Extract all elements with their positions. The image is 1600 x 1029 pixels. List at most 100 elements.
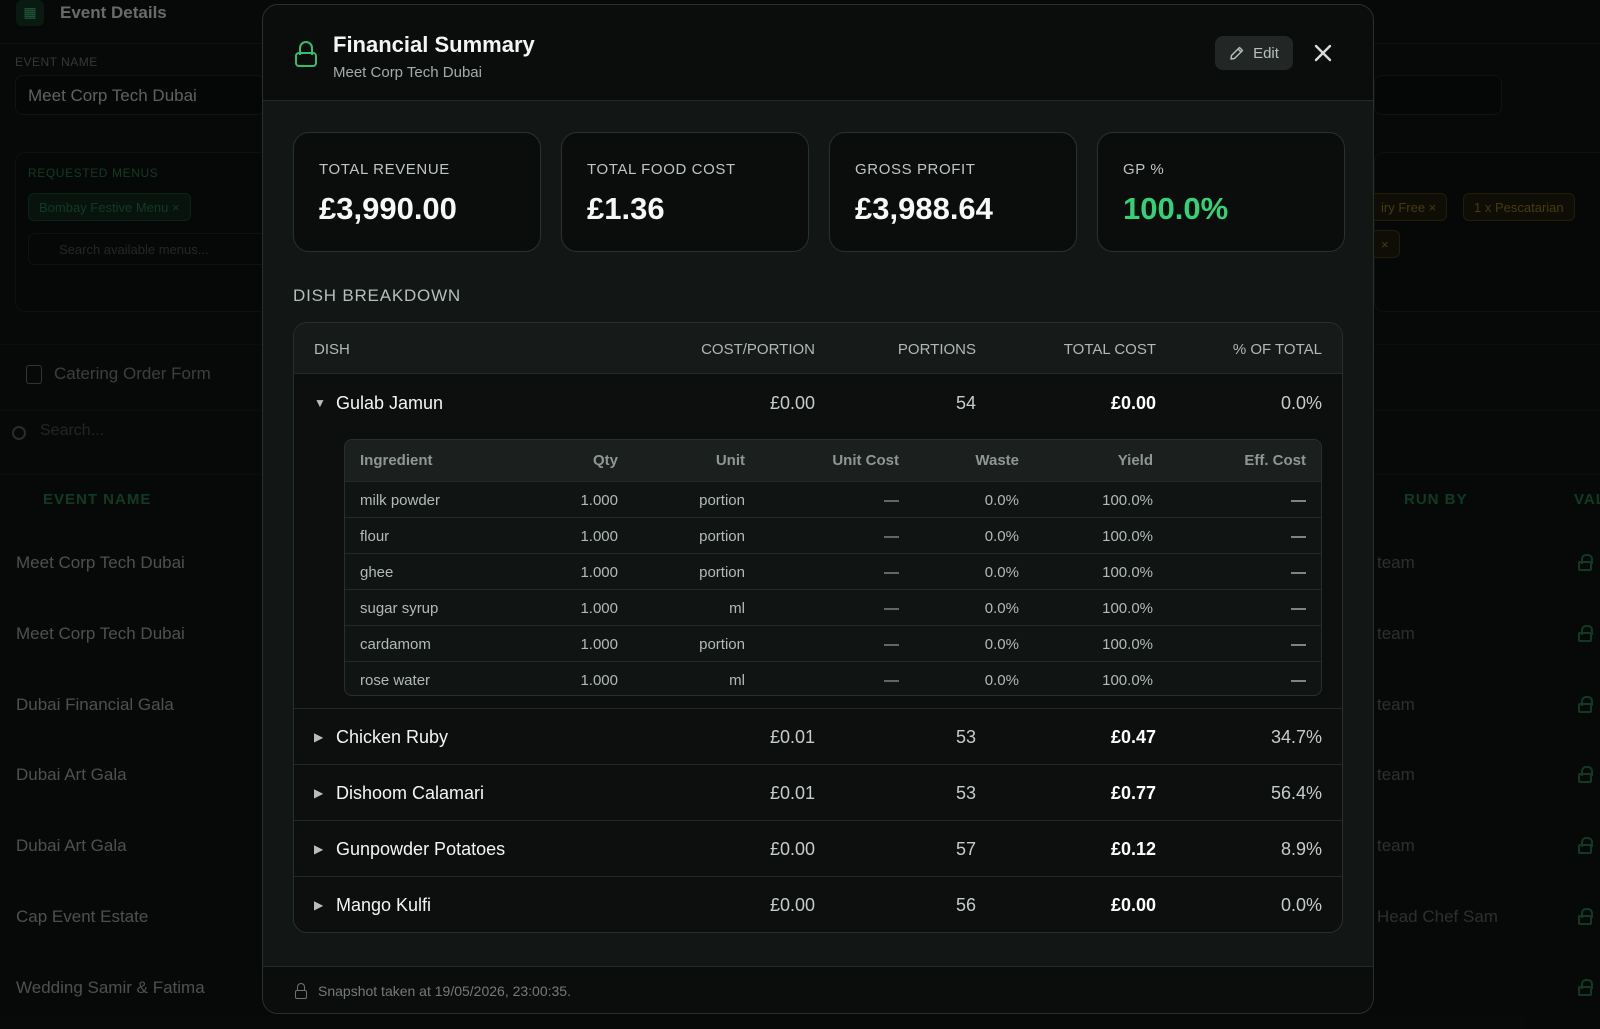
kpi-total-food-cost: TOTAL FOOD COST £1.36 xyxy=(561,132,809,252)
bg-dietary-chip-2[interactable]: 1 x Pescatarian xyxy=(1463,193,1575,221)
bg-right-input[interactable] xyxy=(1374,75,1502,115)
bg-search-input[interactable]: Search... xyxy=(40,422,105,439)
bg-row-event[interactable]: Wedding Samir & Fatima xyxy=(16,978,205,997)
bg-row-event[interactable]: Dubai Art Gala xyxy=(16,765,127,784)
bg-dietary-chip-2-label: x Pescatarian xyxy=(1484,200,1564,215)
col-unit: Unit xyxy=(715,452,745,469)
bg-row-event[interactable]: Meet Corp Tech Dubai xyxy=(16,624,185,643)
ingredient-yield: 100.0% xyxy=(1102,528,1153,545)
ingredient-qty: 1.000 xyxy=(580,672,618,689)
caret-down-icon[interactable]: ▼ xyxy=(314,396,326,410)
dish-breakdown-table: DISH COST/PORTION PORTIONS TOTAL COST % … xyxy=(293,322,1343,933)
section-title: DISH BREAKDOWN xyxy=(293,286,461,305)
ingredient-name: ghee xyxy=(360,564,394,581)
dish-row[interactable]: ▶ Chicken Ruby £0.01 53 £0.47 34.7% xyxy=(294,708,1342,764)
ingredient-unit: ml xyxy=(729,600,745,617)
ingredient-yield: 100.0% xyxy=(1102,636,1153,653)
dish-row[interactable]: ▶ Mango Kulfi £0.00 56 £0.00 0.0% xyxy=(294,876,1342,932)
dish-cost-portion: £0.00 xyxy=(769,839,815,859)
bg-row-run-by: team xyxy=(1377,836,1415,855)
lock-icon[interactable] xyxy=(1578,766,1593,783)
lock-icon[interactable] xyxy=(1578,696,1593,713)
dish-pct: 8.9% xyxy=(1280,839,1322,859)
modal-body: TOTAL REVENUE £3,990.00 TOTAL FOOD COST … xyxy=(263,102,1373,966)
dish-portions: 56 xyxy=(955,895,976,915)
caret-right-icon[interactable]: ▶ xyxy=(314,898,324,912)
ingredient-yield: 100.0% xyxy=(1102,600,1153,617)
dish-total-cost: £0.77 xyxy=(1110,783,1156,803)
col-ingredient: Ingredient xyxy=(360,452,433,469)
bg-menu-chip[interactable]: Bombay Festive Menu × xyxy=(28,193,191,221)
bg-dietary-chip-2-count: 1 xyxy=(1474,200,1482,215)
dish-row[interactable]: ▶ Gunpowder Potatoes £0.00 57 £0.12 8.9% xyxy=(294,820,1342,876)
close-icon[interactable] xyxy=(1309,39,1337,67)
ingredient-qty: 1.000 xyxy=(580,564,618,581)
ingredient-yield: 100.0% xyxy=(1102,672,1153,689)
bg-row-event[interactable]: Dubai Art Gala xyxy=(16,836,127,855)
ingredient-yield: 100.0% xyxy=(1102,564,1153,581)
edit-button[interactable]: Edit xyxy=(1215,36,1293,70)
ingredient-waste: 0.0% xyxy=(984,600,1019,617)
col-total-cost: TOTAL COST xyxy=(1063,341,1156,358)
ingredient-qty: 1.000 xyxy=(580,600,618,617)
bg-event-name-input[interactable]: Meet Corp Tech Dubai xyxy=(15,75,265,115)
lock-icon[interactable] xyxy=(1578,979,1593,996)
bg-requested-menus-label: REQUESTED MENUS xyxy=(28,166,159,180)
caret-right-icon[interactable]: ▶ xyxy=(314,730,324,744)
ingredient-unit: portion xyxy=(699,636,745,653)
bg-event-name-label: EVENT NAME xyxy=(15,55,98,69)
bg-menu-chip-label: Bombay Festive Menu xyxy=(39,200,169,215)
lock-icon[interactable] xyxy=(1578,625,1593,642)
modal-header: Financial Summary Meet Corp Tech Dubai E… xyxy=(263,5,1373,101)
ingredient-waste: 0.0% xyxy=(984,636,1019,653)
ingredient-row: flour 1.000 portion — 0.0% 100.0% — xyxy=(345,517,1321,553)
kpi-total-revenue: TOTAL REVENUE £3,990.00 xyxy=(293,132,541,252)
kpi-value: £3,988.64 xyxy=(855,191,993,226)
ingredient-row: ghee 1.000 portion — 0.0% 100.0% — xyxy=(345,553,1321,589)
lock-icon xyxy=(295,983,307,999)
bg-col-val[interactable]: VAL xyxy=(1574,491,1600,508)
dish-pct: 0.0% xyxy=(1280,895,1322,915)
ingredient-unit: portion xyxy=(699,492,745,509)
ingredient-qty: 1.000 xyxy=(580,636,618,653)
ingredient-row: sugar syrup 1.000 ml — 0.0% 100.0% — xyxy=(345,589,1321,625)
dish-portions: 53 xyxy=(955,727,976,747)
bg-row-event[interactable]: Cap Event Estate xyxy=(16,907,149,926)
dish-name: Gunpowder Potatoes xyxy=(336,839,506,859)
ingredient-waste: 0.0% xyxy=(984,492,1019,509)
dish-name: Gulab Jamun xyxy=(336,393,444,413)
kpi-value: £1.36 xyxy=(587,191,665,226)
document-icon xyxy=(26,365,42,384)
bg-row-event[interactable]: Meet Corp Tech Dubai xyxy=(16,553,185,572)
dish-pct: 0.0% xyxy=(1280,393,1322,413)
ingredient-waste: 0.0% xyxy=(984,672,1019,689)
bg-dietary-chip-3[interactable]: × xyxy=(1370,230,1400,258)
dish-cost-portion: £0.00 xyxy=(769,393,815,413)
bg-requested-menus-panel xyxy=(15,152,277,312)
financial-summary-modal: Financial Summary Meet Corp Tech Dubai E… xyxy=(262,4,1374,1014)
pencil-icon xyxy=(1230,46,1244,60)
dish-row[interactable]: ▶ Dishoom Calamari £0.01 53 £0.77 56.4% xyxy=(294,764,1342,820)
ingredient-yield: 100.0% xyxy=(1102,492,1153,509)
dish-cost-portion: £0.00 xyxy=(769,895,815,915)
bg-header-title: Event Details xyxy=(60,3,167,22)
lock-icon[interactable] xyxy=(1578,554,1593,571)
ingredient-eff-cost: — xyxy=(1291,492,1306,509)
modal-subtitle: Meet Corp Tech Dubai xyxy=(333,64,482,81)
bg-col-event-name[interactable]: EVENT NAME xyxy=(43,491,152,508)
bg-catering-order-form[interactable]: Catering Order Form xyxy=(54,364,211,383)
col-pct-total: % OF TOTAL xyxy=(1232,341,1322,358)
ingredient-unit: portion xyxy=(699,528,745,545)
caret-right-icon[interactable]: ▶ xyxy=(314,786,324,800)
lock-icon[interactable] xyxy=(1578,837,1593,854)
caret-right-icon[interactable]: ▶ xyxy=(314,842,324,856)
lock-icon[interactable] xyxy=(1578,908,1593,925)
bg-row-event[interactable]: Dubai Financial Gala xyxy=(16,695,174,714)
bg-col-run-by[interactable]: RUN BY xyxy=(1404,491,1468,508)
bg-dietary-chip-1[interactable]: iry Free × xyxy=(1370,193,1448,221)
ingredient-name: flour xyxy=(360,528,390,545)
bg-dietary-chip-1-label: iry Free xyxy=(1381,200,1426,215)
col-dish: DISH xyxy=(314,341,350,358)
dish-row-expanded[interactable]: ▼ Gulab Jamun £0.00 54 £0.00 0.0% Ingred… xyxy=(294,375,1342,708)
ingredient-table-header: Ingredient Qty Unit Unit Cost Waste Yiel… xyxy=(345,440,1321,481)
